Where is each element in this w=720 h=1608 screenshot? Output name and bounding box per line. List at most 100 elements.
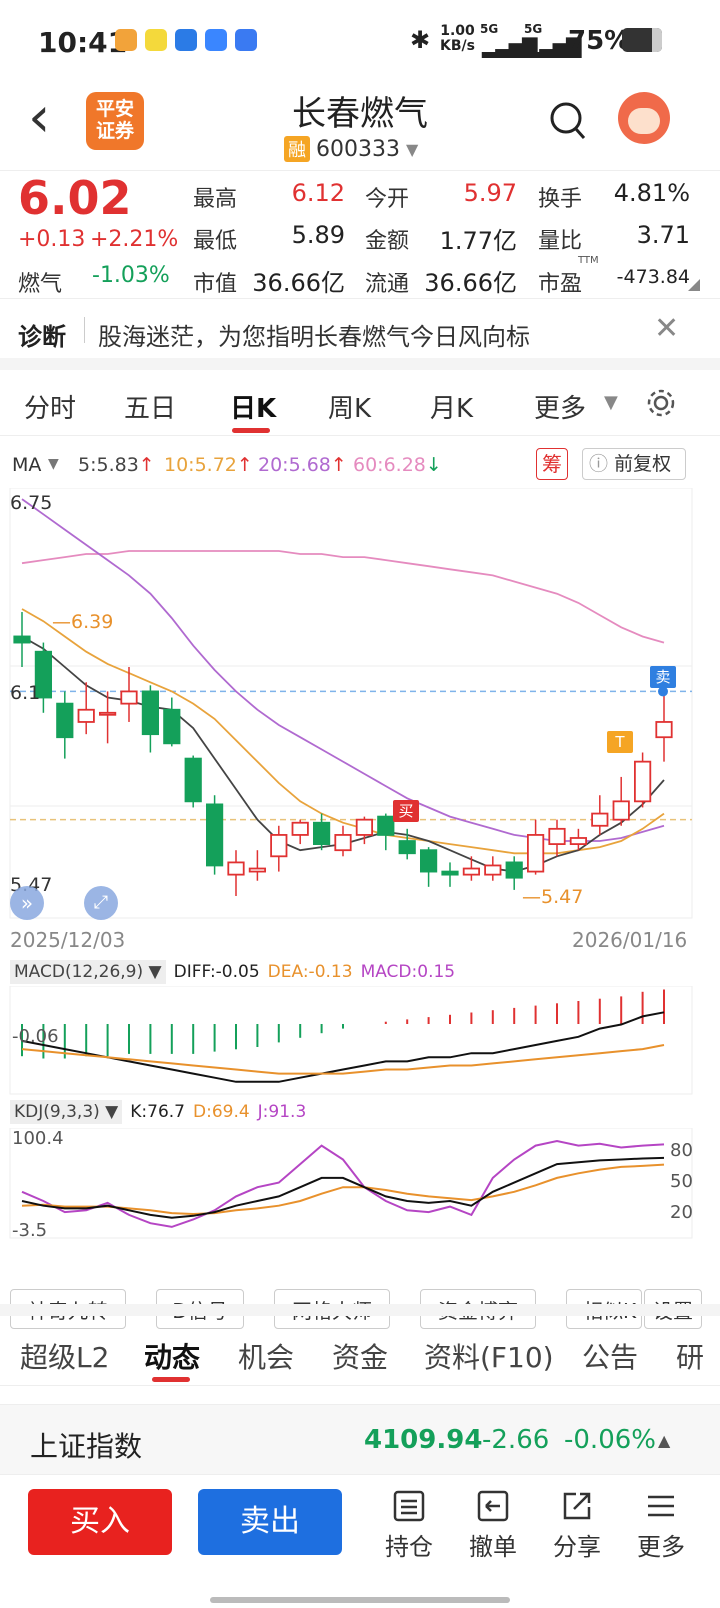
chevron-up-icon[interactable]: ▲ [658,1431,671,1450]
candle-body [441,870,459,876]
share-button[interactable]: 分享 [546,1489,608,1562]
chip-distribution-button[interactable]: 筹 [536,448,568,480]
low-value: 5.89 [291,221,345,249]
candle [205,795,224,875]
signal-label: 5G [480,22,499,36]
search-icon[interactable] [548,100,588,144]
candle [56,691,74,759]
macd-axis-label: -0.06 [12,1026,59,1047]
signal-icon: ▂▃▅▇ [526,34,582,58]
kdj-axis-bottom: -3.5 [12,1220,48,1241]
tab-funds[interactable]: 资金 [332,1341,389,1374]
tab-active-indicator [152,1377,190,1382]
tab-research[interactable]: 研 [676,1341,705,1374]
ma60-value: 60:6.28↓ [353,454,442,476]
tab-more[interactable]: 更多 [534,394,587,424]
expand-left-icon[interactable]: » [10,886,44,920]
candle [77,682,95,735]
ma5-value: 5:5.83↑ [78,454,155,476]
ma10-line [21,608,665,855]
period-tabs: 分时 五日 日K 周K 月K 更多 ▼ [0,370,720,436]
chevron-down-icon: ▼ [604,392,618,413]
kdj-selector[interactable]: KDJ(9,3,3) ▼ [10,1100,123,1124]
tab-intraday[interactable]: 分时 [24,394,77,424]
sell-signal-dot [658,686,668,697]
tab-super-l2[interactable]: 超级L2 [20,1341,110,1374]
avatar[interactable] [618,92,670,144]
sell-signal-tag[interactable]: 卖 [650,666,676,688]
tab-active-indicator [232,428,270,433]
candle-body [484,864,502,876]
high-value: 6.12 [291,179,345,207]
settings-gear-icon[interactable] [646,388,676,418]
candle [419,847,438,887]
candle-body [312,821,331,845]
chevron-down-icon: ▼ [405,139,419,159]
fullscreen-icon[interactable]: ⤢ [84,886,118,920]
back-button[interactable]: ‹ [28,85,51,150]
open-value: 5.97 [463,179,517,207]
ma-selector[interactable]: MA [12,454,42,476]
tab-daily-k[interactable]: 日K [230,394,277,424]
kdj-d: D:69.4 [193,1102,250,1122]
pe-ttm-sup: TTM [578,255,599,266]
more-button[interactable]: 更多 [630,1489,692,1562]
candle [398,828,416,860]
candle [291,819,309,845]
tab-news[interactable]: 动态 [144,1341,201,1374]
candle [34,642,53,713]
candle [569,828,588,851]
candle-body [56,702,74,739]
battery-level: 75% [568,26,631,56]
share-icon [563,1492,591,1520]
cancel-order-button[interactable]: 撤单 [462,1489,524,1562]
high-label: 最高 [193,187,238,212]
tab-5day[interactable]: 五日 [124,394,177,424]
candle-body [355,818,374,836]
net-speed: 1.00 KB/s [440,23,475,54]
candle-body [248,867,267,873]
signal-label: 5G [524,22,543,36]
sector-label[interactable]: 燃气 [18,272,63,297]
candle-body [462,867,481,876]
candle-body [13,635,31,644]
macd-dea: DEA:-0.13 [267,962,353,982]
tab-weekly-k[interactable]: 周K [328,394,372,424]
tab-opportunity[interactable]: 机会 [238,1341,295,1374]
candle [548,819,566,857]
margin-badge: 融 [284,136,310,162]
buy-button[interactable]: 买入 [28,1489,172,1555]
macd-legend: MACD(12,26,9) ▼ DIFF:-0.05 DEA:-0.13 MAC… [10,958,455,986]
candle-body [377,815,395,836]
candlestick-chart[interactable] [0,488,720,928]
diagnosis-bar[interactable]: 诊断 股海迷茫，为您指明长春燃气今日风向标 ✕ [0,298,720,358]
ma20-value: 20:5.68↑ [258,454,347,476]
diagnosis-text: 股海迷茫，为您指明长春燃气今日风向标 [98,323,530,351]
ma20-line [21,498,665,842]
stock-code-row[interactable]: 融 600333 ▼ [284,136,418,162]
adjust-button[interactable]: ⓘ 前复权 [582,448,686,480]
tab-announcements[interactable]: 公告 [582,1341,639,1374]
index-ticker[interactable]: 上证指数 4109.94 -2.66 -0.06% ▲ [0,1404,720,1474]
tab-f10[interactable]: 资料(F10) [424,1341,554,1374]
pe-label: 市盈 [538,272,583,297]
candle-body [227,861,245,876]
sell-button[interactable]: 卖出 [198,1489,342,1555]
candle [13,612,31,667]
section-divider [0,1304,720,1316]
t-signal-tag[interactable]: T [607,731,633,753]
date-end: 2026/01/16 [572,928,688,952]
candle-body [591,812,609,827]
buy-signal-tag[interactable]: 买 [393,800,419,822]
close-icon[interactable]: ✕ [654,311,680,346]
candle [120,666,138,722]
candle [591,795,609,835]
holdings-button[interactable]: 持仓 [378,1489,440,1562]
menu-icon [648,1495,674,1517]
macd-selector[interactable]: MACD(12,26,9) ▼ [10,960,166,984]
candle-body [398,840,416,855]
tab-monthly-k[interactable]: 月K [430,394,474,424]
bluetooth-icon: ✱ [410,26,431,54]
chevron-down-icon[interactable]: ▼ [48,456,59,472]
kdj-k-line [21,1156,665,1219]
